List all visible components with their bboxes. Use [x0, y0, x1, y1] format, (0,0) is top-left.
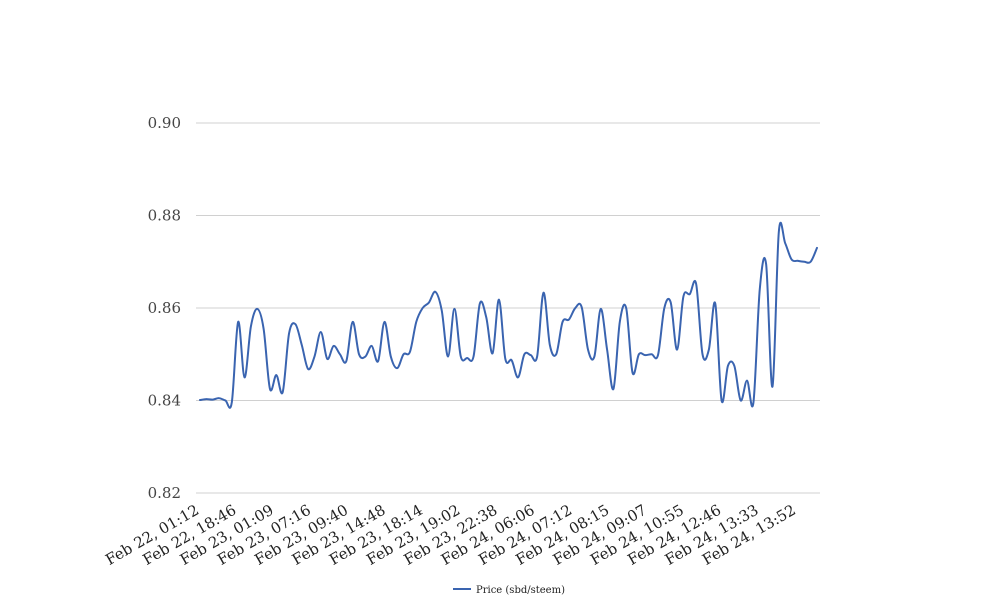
series-line-price — [199, 221, 818, 409]
gridlines — [196, 122, 820, 494]
legend: Price (sbd/steem) — [453, 585, 565, 596]
y-axis-ticks: 0.82 0.84 0.86 0.88 0.90 — [148, 114, 181, 502]
series-lines — [199, 221, 818, 409]
y-tick-label: 0.82 — [148, 484, 181, 502]
y-tick-label: 0.86 — [148, 299, 181, 317]
legend-label-price: Price (sbd/steem) — [476, 585, 565, 596]
y-tick-label: 0.88 — [148, 207, 181, 225]
y-tick-label: 0.84 — [148, 392, 181, 410]
y-tick-label: 0.90 — [148, 114, 181, 132]
